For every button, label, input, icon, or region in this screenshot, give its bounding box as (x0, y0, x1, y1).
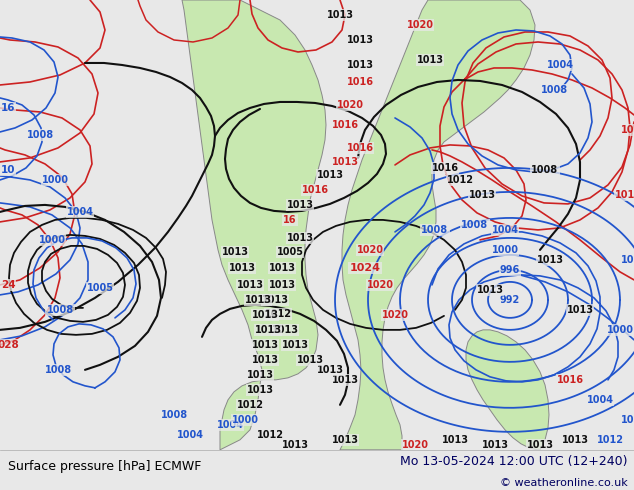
Text: 1008: 1008 (27, 130, 53, 140)
Text: 1016: 1016 (614, 190, 634, 200)
Text: 1013: 1013 (332, 435, 358, 445)
Text: 1000: 1000 (491, 245, 519, 255)
Text: 1008: 1008 (422, 225, 449, 235)
Text: 1013: 1013 (316, 365, 344, 375)
Text: 16: 16 (283, 215, 297, 225)
Text: 1000: 1000 (39, 235, 65, 245)
Text: 1013: 1013 (297, 355, 323, 365)
Text: 1013: 1013 (236, 280, 264, 290)
Text: 1008: 1008 (46, 305, 74, 315)
Text: 1008: 1008 (44, 365, 72, 375)
Text: 1013: 1013 (261, 295, 288, 305)
Text: 1013: 1013 (287, 200, 313, 210)
Text: 1013: 1013 (281, 340, 309, 350)
Text: 1013: 1013 (269, 263, 295, 273)
Text: 1013: 1013 (271, 325, 299, 335)
Text: 1013: 1013 (269, 280, 295, 290)
Text: 1013: 1013 (287, 233, 313, 243)
Text: 1013: 1013 (316, 170, 344, 180)
Text: 1013: 1013 (347, 60, 373, 70)
Text: 1013: 1013 (567, 305, 593, 315)
Text: 1013: 1013 (281, 440, 309, 450)
Text: 028: 028 (0, 340, 19, 350)
Text: 1005: 1005 (86, 283, 113, 293)
Text: 1008: 1008 (462, 220, 489, 230)
Text: 996: 996 (500, 265, 520, 275)
Text: 1013: 1013 (536, 255, 564, 265)
Text: 1000: 1000 (41, 175, 68, 185)
Text: 1020: 1020 (337, 100, 363, 110)
Text: 1013: 1013 (252, 340, 278, 350)
Text: 1004: 1004 (176, 430, 204, 440)
Text: 1013: 1013 (441, 435, 469, 445)
Text: 10: 10 (621, 255, 634, 265)
Text: 1020: 1020 (406, 20, 434, 30)
Text: 1016: 1016 (302, 185, 328, 195)
Text: 1020: 1020 (382, 310, 408, 320)
Text: 1004: 1004 (216, 420, 243, 430)
Text: 1013: 1013 (332, 375, 358, 385)
Text: 1016: 1016 (432, 163, 458, 173)
Text: 1016: 1016 (332, 120, 358, 130)
Text: 1016: 1016 (347, 143, 373, 153)
Text: 1013: 1013 (347, 35, 373, 45)
Text: 1020: 1020 (401, 440, 429, 450)
Text: 16: 16 (1, 103, 15, 113)
Text: 1016: 1016 (347, 77, 373, 87)
Text: 1013: 1013 (254, 325, 281, 335)
Text: 1013: 1013 (526, 440, 553, 450)
Text: 1013: 1013 (221, 247, 249, 257)
Text: 1008: 1008 (540, 85, 567, 95)
Text: 1012: 1012 (264, 309, 292, 319)
Text: 1004: 1004 (586, 395, 614, 405)
Text: 1013: 1013 (245, 295, 271, 305)
Text: 1020: 1020 (366, 280, 394, 290)
Text: 1004: 1004 (67, 207, 93, 217)
Text: 1004: 1004 (547, 60, 574, 70)
Text: 10: 10 (621, 415, 634, 425)
Text: 1013: 1013 (327, 10, 354, 20)
Text: 1013: 1013 (247, 385, 273, 395)
Text: 1013: 1013 (228, 263, 256, 273)
Text: Mo 13-05-2024 12:00 UTC (12+240): Mo 13-05-2024 12:00 UTC (12+240) (400, 455, 628, 467)
Text: 1013: 1013 (332, 157, 358, 167)
Text: 1013: 1013 (252, 355, 278, 365)
Text: 1012: 1012 (257, 430, 283, 440)
Text: 1013: 1013 (469, 190, 496, 200)
Text: 10: 10 (1, 165, 15, 175)
Text: 1024: 1024 (349, 263, 380, 273)
Text: 1013: 1013 (562, 435, 588, 445)
Text: Surface pressure [hPa] ECMWF: Surface pressure [hPa] ECMWF (8, 460, 201, 473)
Text: © weatheronline.co.uk: © weatheronline.co.uk (500, 478, 628, 488)
Text: 10: 10 (621, 125, 634, 135)
Text: 1013: 1013 (417, 55, 444, 65)
Text: 1012: 1012 (446, 175, 474, 185)
Text: 1020: 1020 (356, 245, 384, 255)
Text: 1013: 1013 (247, 370, 273, 380)
Text: 1012: 1012 (597, 435, 623, 445)
Text: 1000: 1000 (231, 415, 259, 425)
Text: 992: 992 (500, 295, 520, 305)
Text: 1013: 1013 (477, 285, 503, 295)
Text: 1000: 1000 (607, 325, 633, 335)
Text: 1012: 1012 (236, 400, 264, 410)
Text: 1013: 1013 (252, 310, 278, 320)
Text: 1016: 1016 (557, 375, 583, 385)
Text: 24: 24 (1, 280, 15, 290)
Text: 1013: 1013 (481, 440, 508, 450)
Text: 1008: 1008 (162, 410, 188, 420)
Text: 1004: 1004 (491, 225, 519, 235)
Text: 1005: 1005 (276, 247, 304, 257)
Text: 1008: 1008 (531, 165, 559, 175)
